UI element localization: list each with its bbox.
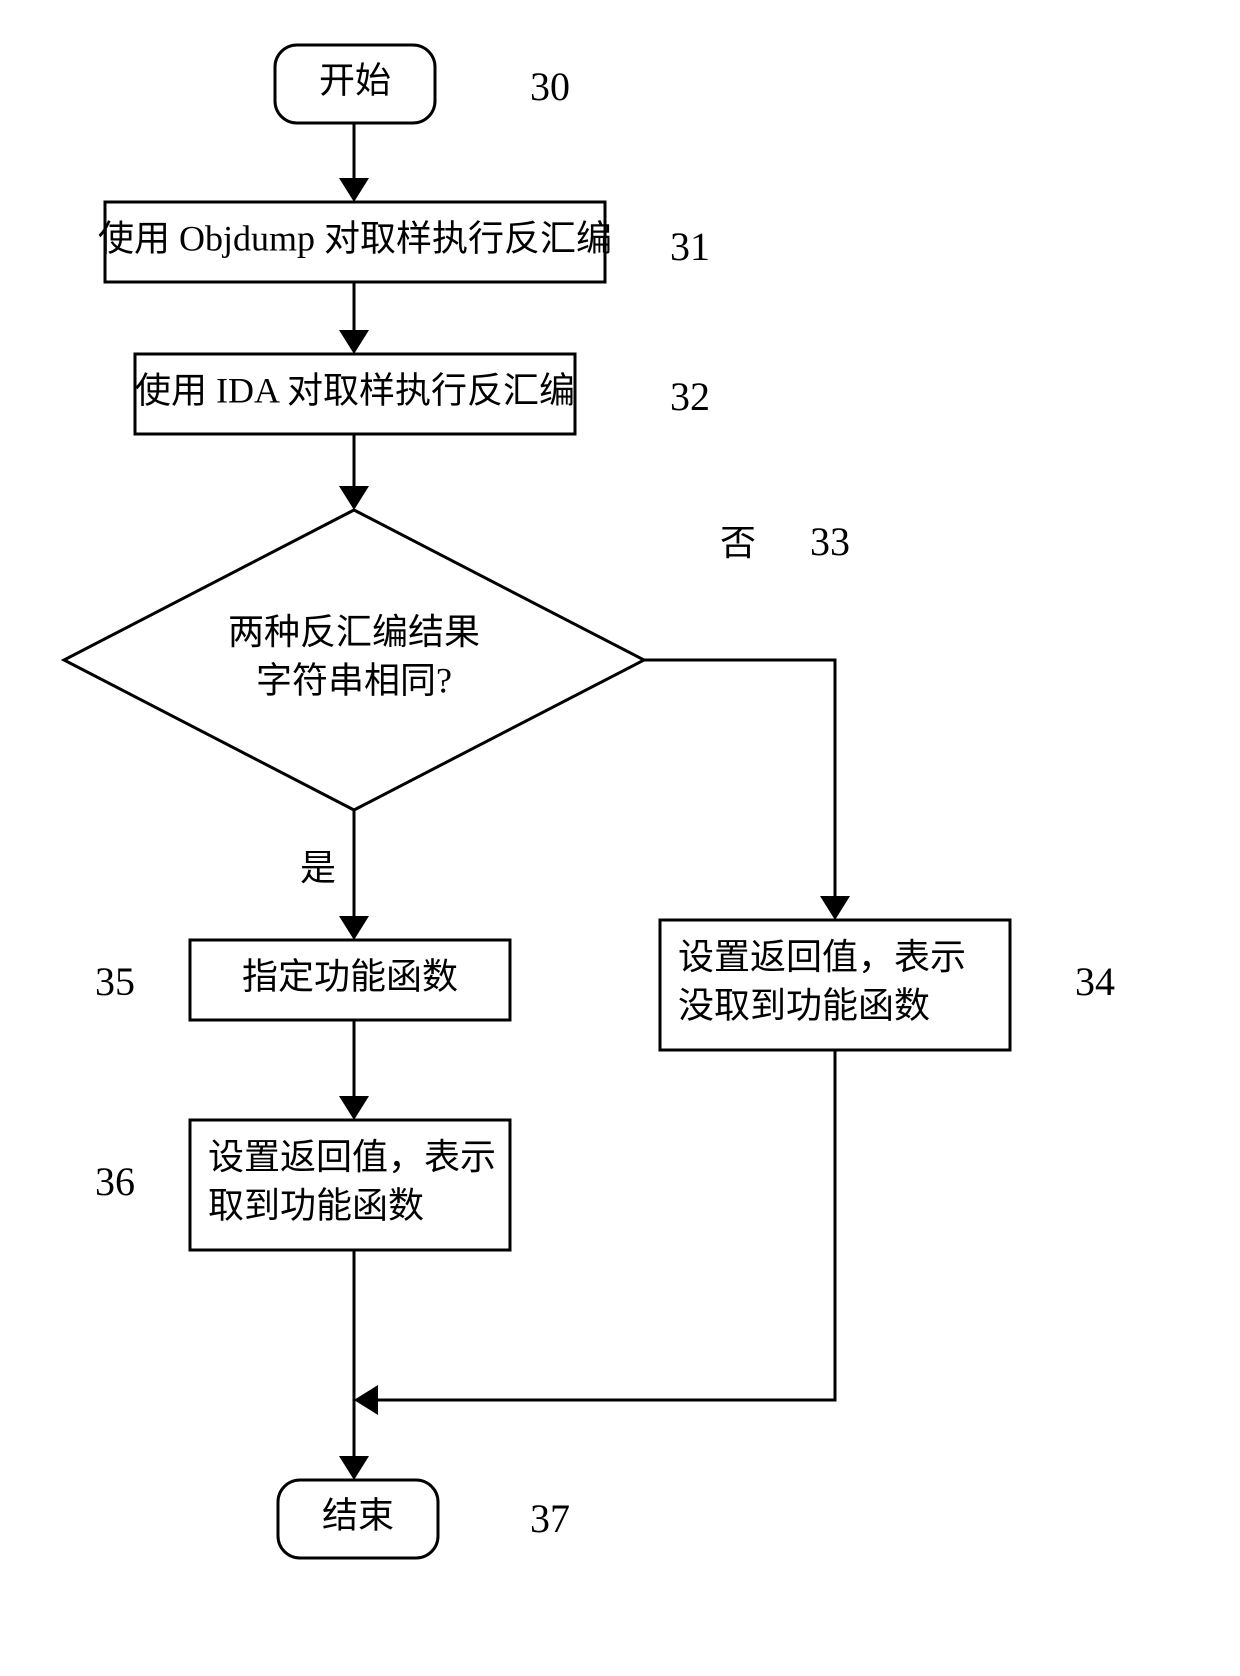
num-end: 37: [530, 1496, 570, 1541]
label-n32: 使用 IDA 对取样执行反汇编: [135, 370, 575, 410]
num-n34: 34: [1075, 959, 1115, 1004]
label-dec: 两种反汇编结果: [228, 612, 480, 652]
label-n31: 使用 Objdump 对取样执行反汇编: [98, 218, 612, 258]
decision-no-label: 否: [720, 523, 756, 563]
num-n36: 36: [95, 1159, 135, 1204]
num-dec: 33: [810, 519, 850, 564]
label-n35: 指定功能函数: [242, 956, 458, 996]
label-n34: 没取到功能函数: [678, 986, 930, 1026]
label-start: 开始: [319, 60, 391, 100]
num-n31: 31: [670, 224, 710, 269]
label-n34: 设置返回值，表示: [678, 937, 966, 977]
label-end: 结束: [322, 1495, 394, 1535]
label-n36: 设置返回值，表示: [208, 1137, 496, 1177]
label-n36: 取到功能函数: [208, 1186, 424, 1226]
decision-yes-label: 是: [300, 848, 336, 888]
num-start: 30: [530, 64, 570, 109]
num-n35: 35: [95, 959, 135, 1004]
label-dec: 字符串相同?: [256, 661, 452, 701]
num-n32: 32: [670, 374, 710, 419]
edge: [644, 660, 835, 896]
